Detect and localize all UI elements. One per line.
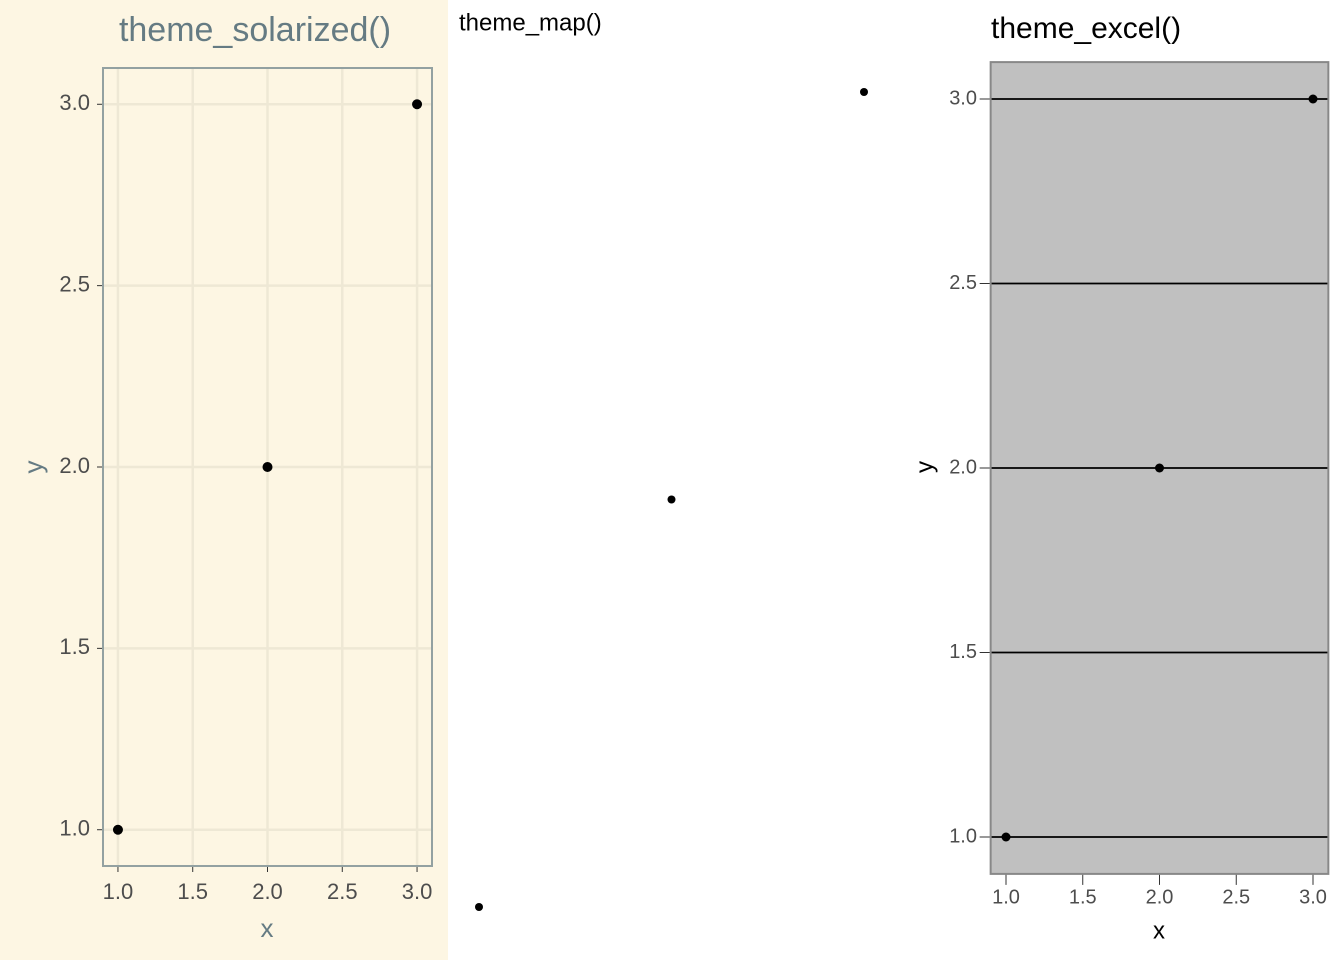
- x-tick-label: 3.0: [402, 879, 433, 904]
- point: [475, 903, 483, 911]
- y-axis-label: y: [18, 461, 48, 474]
- point: [412, 99, 423, 110]
- chart-title: theme_solarized(): [119, 11, 391, 49]
- point: [112, 824, 123, 835]
- x-tick-label: 2.5: [1222, 886, 1250, 908]
- y-tick-label: 2.0: [949, 456, 977, 478]
- y-axis-label: y: [911, 461, 938, 473]
- plot-background: [0, 0, 448, 960]
- x-tick-label: 2.0: [1146, 886, 1174, 908]
- x-tick-label: 1.0: [103, 879, 134, 904]
- point: [667, 495, 676, 504]
- x-tick-label: 1.0: [992, 886, 1020, 908]
- y-tick-label: 1.0: [949, 825, 977, 847]
- x-tick-label: 3.0: [1299, 886, 1327, 908]
- x-tick-label: 2.0: [252, 879, 283, 904]
- point: [262, 462, 273, 472]
- y-tick-label: 2.0: [59, 453, 90, 478]
- chart-title: theme_excel(): [991, 12, 1181, 45]
- y-tick-label: 1.5: [59, 634, 90, 659]
- x-tick-label: 2.5: [327, 879, 358, 904]
- panel-border: [989, 61, 1330, 875]
- y-tick-label: 3.0: [59, 90, 90, 115]
- point: [1155, 463, 1164, 473]
- chart-title: theme_map(): [459, 9, 602, 36]
- point: [1308, 94, 1318, 104]
- y-tick-label: 1.0: [59, 816, 90, 841]
- panel-border: [102, 67, 433, 867]
- point: [1001, 832, 1011, 842]
- x-axis-label: x: [1153, 917, 1165, 944]
- point: [860, 88, 868, 96]
- x-tick-label: 1.5: [177, 879, 208, 904]
- x-axis-label: x: [261, 913, 274, 943]
- x-tick-label: 1.5: [1069, 886, 1097, 908]
- y-tick-label: 2.5: [59, 271, 90, 296]
- y-tick-label: 1.5: [949, 641, 977, 663]
- y-tick-label: 2.5: [949, 272, 977, 294]
- y-tick-label: 3.0: [949, 87, 977, 109]
